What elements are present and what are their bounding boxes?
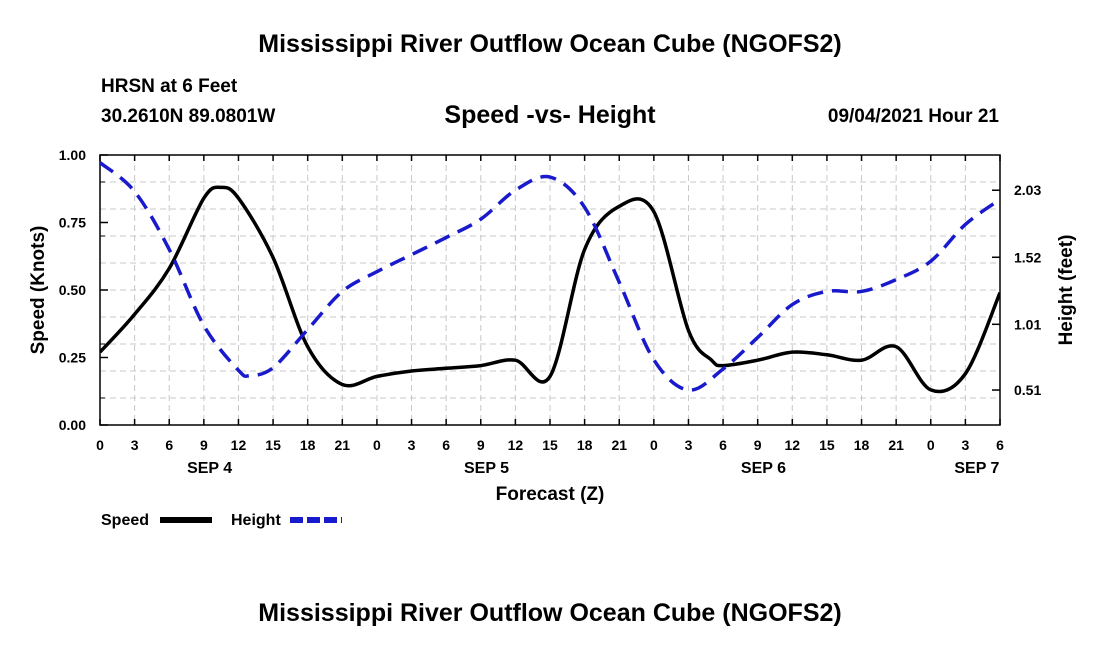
y-tick-label: 1.00 <box>59 147 86 163</box>
x-tick-label: 12 <box>508 437 524 453</box>
x-tick-label: 15 <box>819 437 835 453</box>
x-tick-label: 3 <box>685 437 693 453</box>
height-series-line <box>100 161 1000 392</box>
y2-tick-label: 0.51 <box>1014 382 1041 398</box>
x-tick-label: 18 <box>300 437 316 453</box>
day-label: SEP 6 <box>741 460 786 477</box>
x-tick-label: 21 <box>335 437 351 453</box>
x-tick-label: 0 <box>96 437 104 453</box>
x-tick-label: 6 <box>442 437 450 453</box>
day-label: SEP 5 <box>464 460 509 477</box>
x-tick-label: 9 <box>477 437 485 453</box>
x-tick-label: 18 <box>577 437 593 453</box>
y-tick-label: 0.50 <box>59 282 86 298</box>
x-tick-label: 3 <box>131 437 139 453</box>
x-tick-label: 6 <box>165 437 173 453</box>
x-tick-label: 12 <box>785 437 801 453</box>
x-tick-label: 6 <box>719 437 727 453</box>
y-axis-title: Speed (Knots) <box>28 226 49 355</box>
x-tick-label: 9 <box>200 437 208 453</box>
y-tick-label: 0.75 <box>59 215 86 231</box>
station-name: HRSN at 6 Feet <box>101 76 238 97</box>
x-axis-title: Forecast (Z) <box>496 484 605 505</box>
y2-tick-label: 1.01 <box>1014 316 1041 332</box>
x-tick-label: 18 <box>854 437 870 453</box>
y-tick-label: 0.25 <box>59 350 86 366</box>
chart-title: Mississippi River Outflow Ocean Cube (NG… <box>258 30 842 58</box>
legend-label: Height <box>231 512 281 529</box>
legend-label: Speed <box>101 512 149 529</box>
chart-subtitle: Speed -vs- Height <box>444 101 656 129</box>
day-label: SEP 4 <box>187 460 232 477</box>
x-tick-label: 15 <box>542 437 558 453</box>
x-tick-label: 0 <box>650 437 658 453</box>
y2-tick-label: 1.52 <box>1014 249 1041 265</box>
x-tick-label: 6 <box>996 437 1004 453</box>
y2-tick-label: 2.03 <box>1014 182 1041 198</box>
station-coordinates: 30.2610N 89.0801W <box>101 106 276 127</box>
y-tick-label: 0.00 <box>59 417 86 433</box>
x-tick-label: 21 <box>888 437 904 453</box>
x-tick-label: 0 <box>373 437 381 453</box>
x-tick-label: 3 <box>408 437 416 453</box>
x-tick-label: 3 <box>961 437 969 453</box>
x-tick-label: 21 <box>611 437 627 453</box>
day-label: SEP 7 <box>954 460 999 477</box>
y2-axis-title: Height (feet) <box>1056 235 1077 346</box>
x-tick-label: 9 <box>754 437 762 453</box>
x-tick-label: 0 <box>927 437 935 453</box>
footer-title: Mississippi River Outflow Ocean Cube (NG… <box>258 599 842 627</box>
speed-series-line <box>100 185 1000 394</box>
forecast-datetime: 09/04/2021 Hour 21 <box>827 106 999 127</box>
x-tick-label: 15 <box>265 437 281 453</box>
x-tick-label: 12 <box>231 437 247 453</box>
